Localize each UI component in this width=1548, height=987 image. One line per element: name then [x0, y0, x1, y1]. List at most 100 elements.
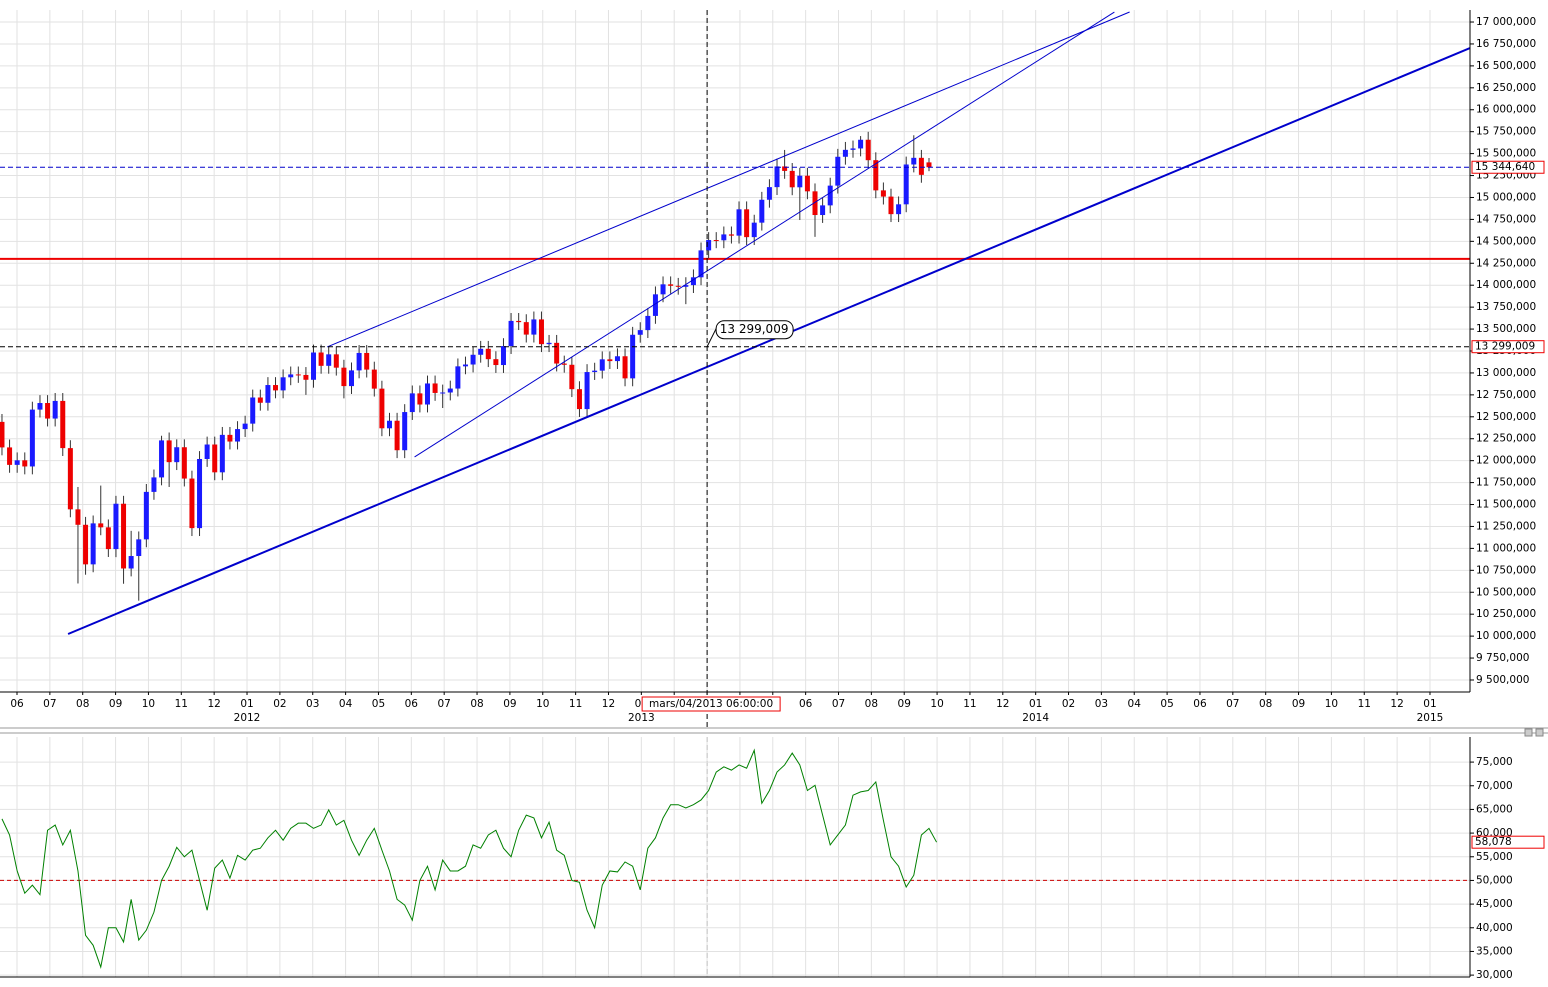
candle-body: [896, 204, 902, 215]
candle-body: [166, 440, 172, 463]
candle-body: [706, 240, 712, 251]
candle-body: [865, 139, 871, 161]
candle-body: [341, 367, 347, 387]
panel-button[interactable]: [1524, 728, 1533, 737]
annotation-text: 13 299,009: [720, 322, 789, 336]
x-tick-label: 05: [372, 698, 385, 710]
candle-body: [683, 285, 689, 287]
candle-body: [318, 352, 324, 366]
candle-body: [888, 196, 894, 215]
y-tick-label: 10 250,000: [1476, 608, 1536, 620]
x-tick-label: 07: [43, 698, 56, 710]
candle-body: [675, 285, 681, 287]
y-tick-label: 12 000,000: [1476, 455, 1536, 467]
y-tick-label: 11 250,000: [1476, 520, 1536, 532]
candle-body: [136, 539, 142, 557]
x-tick-label: 06: [405, 698, 419, 710]
candle-body: [394, 420, 400, 451]
candle-body: [478, 348, 484, 355]
candle-body: [424, 383, 430, 405]
candle-body: [873, 160, 879, 191]
y-tick-label: 75,000: [1476, 756, 1513, 768]
candle-body: [303, 374, 309, 380]
candle-body: [447, 388, 453, 393]
candle-body: [295, 374, 301, 376]
x-tick-label: 08: [470, 698, 483, 710]
candle-body: [630, 334, 636, 379]
candle-body: [668, 284, 674, 286]
candle-body: [409, 393, 415, 413]
current-price-box: [1471, 160, 1545, 174]
y-tick-label: 10 750,000: [1476, 564, 1536, 576]
candle-body: [842, 149, 848, 157]
candle-body: [0, 421, 5, 448]
y-tick-label: 11 500,000: [1476, 499, 1536, 511]
x-tick-label: 07: [832, 698, 845, 710]
x-tick-label: 04: [339, 698, 353, 710]
y-tick-label: 45,000: [1476, 898, 1513, 910]
candle-body: [273, 385, 279, 391]
candle-body: [356, 352, 362, 371]
annotation-leader: [706, 326, 718, 347]
candle-body: [576, 389, 582, 410]
x-tick-label: 01: [1423, 698, 1436, 710]
candle-body: [713, 240, 719, 242]
y-tick-label: 15 750,000: [1476, 126, 1536, 138]
x-tick-label: 10: [142, 698, 155, 710]
x-tick-label: 02: [1062, 698, 1075, 710]
candle-body: [645, 315, 651, 331]
candle-body: [599, 359, 605, 371]
candle-body: [835, 156, 841, 186]
year-label: 2012: [234, 712, 261, 724]
x-tick-label: 10: [536, 698, 549, 710]
panel-button[interactable]: [1535, 728, 1544, 737]
candle-body: [204, 444, 210, 459]
current-value-label: 58,078: [1475, 836, 1512, 848]
candle-body: [174, 447, 180, 463]
x-tick-label: 10: [1325, 698, 1338, 710]
x-tick-label: 11: [1358, 698, 1371, 710]
candle-body: [493, 359, 499, 366]
candle-body: [485, 348, 491, 360]
y-tick-label: 11 000,000: [1476, 542, 1536, 554]
candle-body: [584, 372, 590, 410]
candle-body: [561, 363, 567, 365]
y-tick-label: 12 750,000: [1476, 389, 1536, 401]
plot-area: [0, 10, 1470, 692]
candle-body: [45, 403, 51, 419]
x-tick-label: 08: [865, 698, 878, 710]
candle-body: [265, 385, 271, 403]
y-tick-label: 13 500,000: [1476, 323, 1536, 335]
candle-body: [128, 556, 134, 569]
candle-body: [364, 352, 370, 370]
candle-body: [75, 509, 81, 525]
candle-body: [903, 164, 909, 205]
candle-body: [219, 434, 225, 473]
x-tick-label: 07: [437, 698, 450, 710]
candle-body: [622, 356, 628, 379]
candle-body: [113, 503, 119, 550]
candle-body: [614, 356, 620, 362]
crosshair-value-label: 13 299,009: [1475, 341, 1535, 353]
year-label: 2015: [1417, 712, 1444, 724]
y-tick-label: 14 750,000: [1476, 213, 1536, 225]
candle-body: [470, 354, 476, 365]
x-tick-label: 02: [273, 698, 286, 710]
candle-body: [121, 503, 127, 569]
y-tick-label: 10 000,000: [1476, 630, 1536, 642]
candle-body: [242, 423, 248, 430]
candle-body: [858, 139, 864, 149]
y-tick-label: 16 750,000: [1476, 38, 1536, 50]
candle-body: [455, 366, 461, 389]
candle-body: [60, 400, 66, 449]
y-tick-label: 12 250,000: [1476, 433, 1536, 445]
candle-body: [546, 342, 552, 345]
candle-body: [212, 444, 218, 473]
candle-body: [159, 440, 165, 478]
candle-body: [523, 322, 529, 335]
candle-body: [333, 354, 339, 368]
y-tick-label: 30,000: [1476, 969, 1513, 981]
trendline: [326, 11, 1130, 348]
candle-body: [29, 409, 35, 467]
